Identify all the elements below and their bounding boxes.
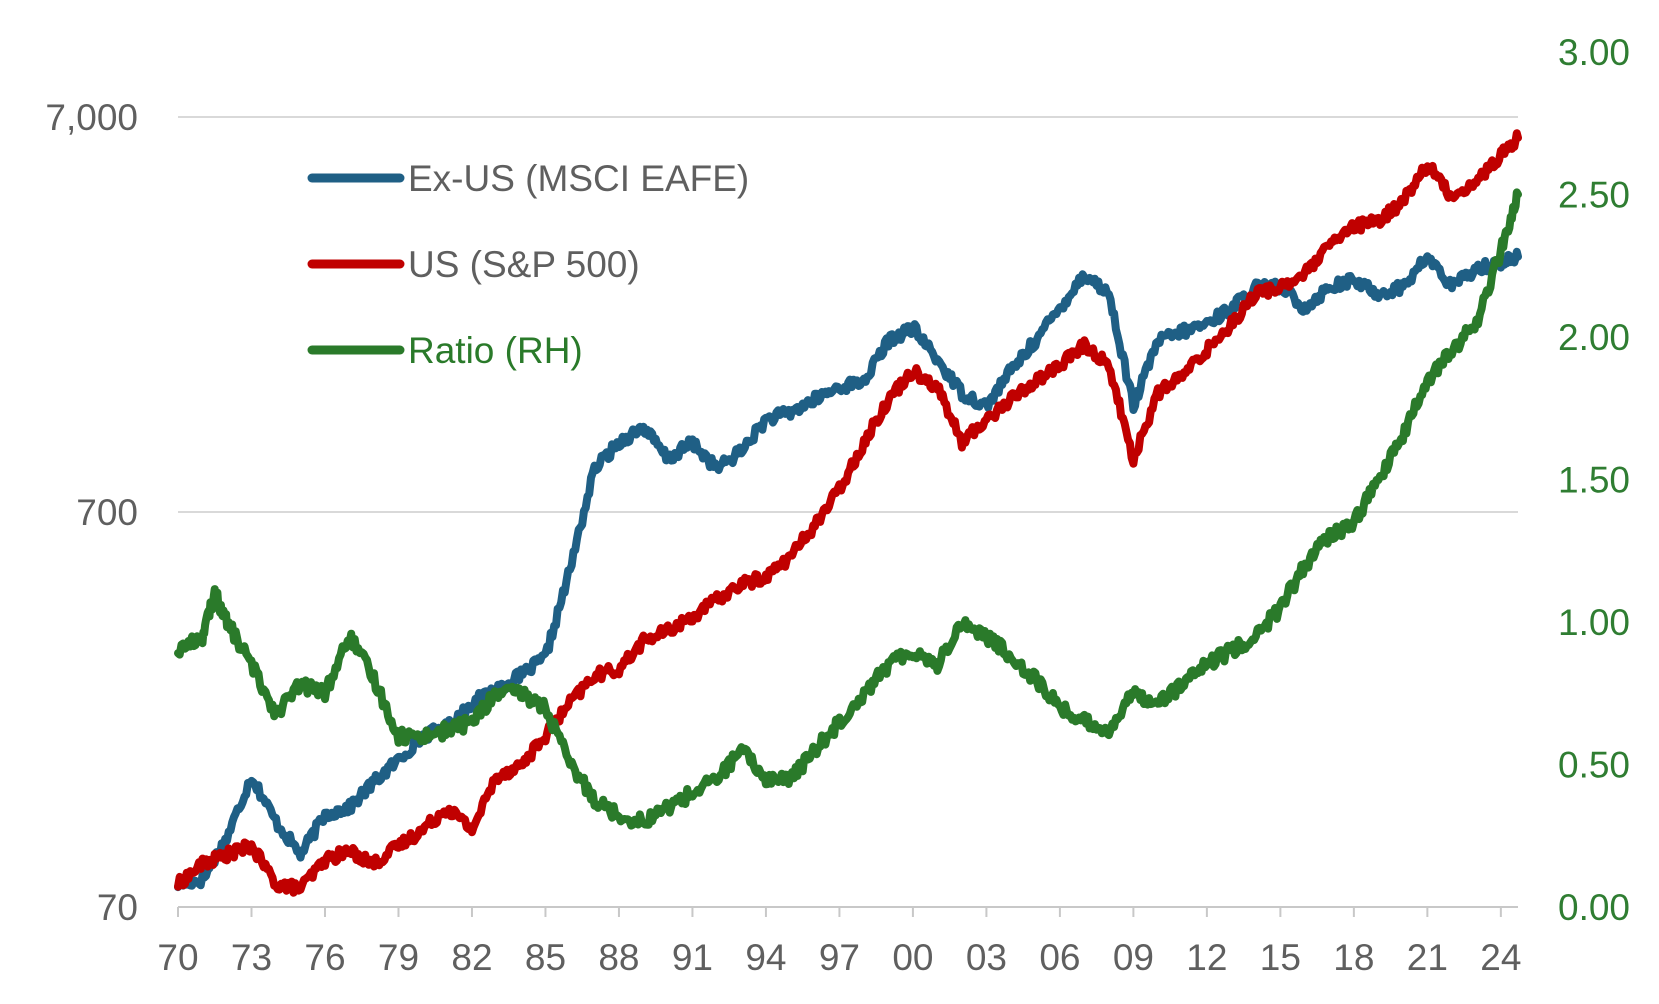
right-tick-label: 0.50	[1558, 745, 1630, 786]
right-tick-label: 2.50	[1558, 175, 1630, 216]
x-tick-label: 21	[1407, 937, 1448, 978]
right-tick-label: 1.50	[1558, 460, 1630, 501]
legend-label-ratio: Ratio (RH)	[408, 330, 583, 371]
left-tick-label: 700	[76, 492, 138, 533]
x-tick-label: 97	[819, 937, 860, 978]
x-tick-label: 12	[1186, 937, 1227, 978]
left-tick-label: 70	[97, 887, 138, 928]
x-tick-label: 06	[1039, 937, 1080, 978]
x-tick-label: 94	[745, 937, 786, 978]
x-tick-label: 82	[451, 937, 492, 978]
x-tick-label: 79	[378, 937, 419, 978]
grid-layer	[178, 116, 1518, 513]
x-tick-label: 85	[525, 937, 566, 978]
x-tick-label: 70	[157, 937, 198, 978]
series-line-exus	[174, 247, 1522, 892]
x-tick-label: 88	[598, 937, 639, 978]
legend: Ex-US (MSCI EAFE) US (S&P 500) Ratio (RH)	[307, 158, 749, 371]
right-tick-label: 3.00	[1558, 32, 1630, 73]
axis-layer: 70 700 7,000 0.00 0.50 1.00 1.50 2.00 2.50 3.00 70…	[45, 32, 1630, 978]
right-tick-label: 1.00	[1558, 602, 1630, 643]
x-tick-label: 09	[1113, 937, 1154, 978]
x-tick-label: 03	[966, 937, 1007, 978]
x-tick-label: 15	[1260, 937, 1301, 978]
legend-label-us: US (S&P 500)	[408, 244, 640, 285]
right-tick-label: 2.00	[1558, 317, 1630, 358]
right-tick-label: 0.00	[1558, 887, 1630, 928]
x-tick-label: 91	[672, 937, 713, 978]
x-tick-label: 76	[304, 937, 345, 978]
legend-label-exus: Ex-US (MSCI EAFE)	[408, 158, 749, 199]
series-line-us	[174, 129, 1522, 897]
left-tick-label: 7,000	[45, 97, 138, 138]
x-tick-label: 00	[892, 937, 933, 978]
x-tick-label: 18	[1333, 937, 1374, 978]
series-line-ratio	[174, 188, 1522, 830]
x-tick-label: 73	[231, 937, 272, 978]
x-tick-label: 24	[1480, 937, 1521, 978]
series-layer	[174, 129, 1522, 897]
